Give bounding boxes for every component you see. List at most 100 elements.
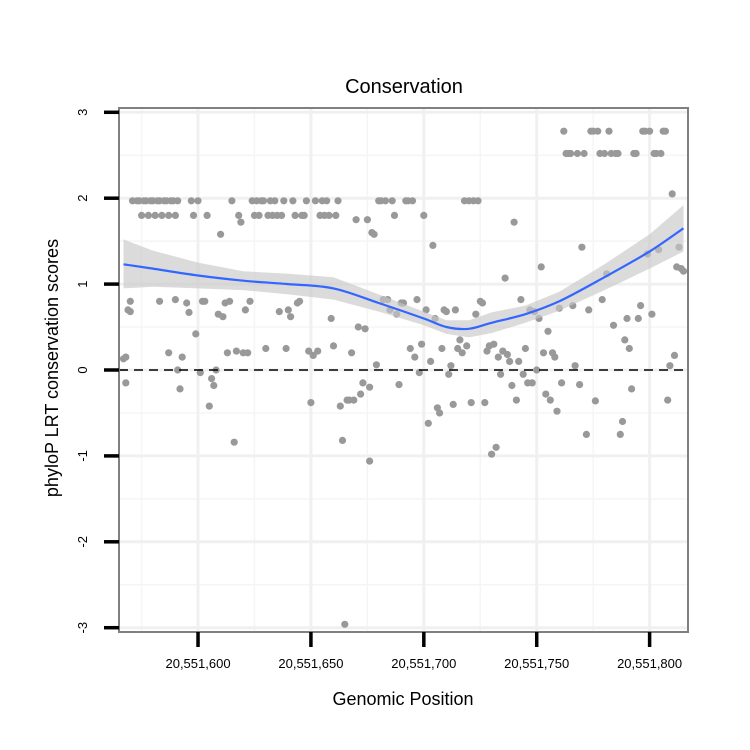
data-point — [634, 314, 642, 323]
y-tick-label: -3 — [75, 622, 90, 634]
data-point — [291, 211, 299, 219]
data-point — [438, 344, 446, 353]
data-point — [192, 330, 200, 338]
data-point — [454, 344, 462, 353]
data-point — [178, 353, 186, 361]
data-point — [542, 390, 550, 398]
data-point — [210, 381, 218, 390]
x-tick-label: 20,551,800 — [617, 656, 682, 671]
chart-title: Conservation — [345, 76, 463, 98]
data-point — [567, 149, 575, 158]
data-point — [666, 362, 674, 370]
data-point — [350, 396, 358, 404]
x-tick-label: 20,551,650 — [278, 656, 343, 671]
data-point — [323, 197, 331, 205]
data-point — [503, 350, 511, 359]
data-point — [275, 308, 283, 316]
data-point — [366, 457, 374, 465]
data-point — [122, 353, 130, 361]
data-point — [223, 349, 231, 357]
data-point — [429, 241, 437, 249]
data-point — [187, 197, 195, 205]
plot-panel: 20,551,600 20,551,650 20,551,700 20,551,750… — [75, 107, 689, 671]
data-point — [363, 216, 371, 224]
points — [119, 127, 688, 628]
data-point — [420, 211, 428, 219]
data-point — [488, 450, 496, 458]
data-point — [670, 351, 679, 359]
data-point — [235, 211, 243, 219]
data-point — [582, 430, 591, 438]
data-point — [598, 296, 606, 304]
data-point — [395, 381, 403, 389]
data-point — [632, 149, 640, 158]
data-point — [171, 296, 179, 304]
data-point — [445, 370, 453, 378]
data-point — [621, 336, 629, 344]
y-tick-label: 3 — [75, 109, 90, 116]
data-point — [244, 349, 252, 357]
data-point — [637, 302, 645, 310]
data-point — [309, 351, 317, 359]
data-point — [451, 306, 459, 314]
data-point — [311, 197, 319, 205]
data-point — [271, 197, 279, 205]
data-point — [174, 366, 182, 374]
data-point — [456, 336, 464, 344]
data-point — [408, 197, 417, 205]
data-point — [442, 308, 450, 316]
data-point — [497, 370, 505, 378]
data-point — [189, 211, 198, 219]
data-point — [609, 321, 618, 329]
data-point — [280, 197, 288, 205]
data-point — [533, 366, 541, 374]
data-point — [553, 407, 561, 415]
data-point — [158, 211, 166, 219]
data-point — [481, 399, 489, 407]
data-point — [165, 349, 173, 357]
data-point — [628, 385, 636, 393]
data-point — [573, 149, 582, 158]
data-point — [618, 417, 627, 426]
data-point — [372, 361, 380, 369]
data-point — [307, 399, 315, 407]
data-point — [546, 396, 554, 404]
data-point — [519, 370, 527, 378]
data-point — [174, 197, 182, 205]
data-point — [427, 357, 435, 365]
data-point — [411, 353, 419, 361]
data-point — [381, 197, 389, 205]
data-point — [418, 340, 426, 348]
x-tick-label: 20,551,600 — [165, 656, 230, 671]
y-tick-label: -2 — [75, 536, 90, 548]
data-point — [467, 399, 475, 407]
data-point — [594, 127, 602, 135]
data-point — [126, 297, 134, 305]
data-point — [571, 362, 579, 370]
data-point — [390, 211, 399, 219]
data-point — [357, 390, 365, 398]
data-point — [679, 267, 688, 275]
data-point — [478, 299, 487, 307]
data-point — [183, 299, 191, 307]
data-point — [122, 379, 130, 387]
data-point — [521, 344, 530, 353]
data-point — [284, 306, 292, 314]
data-point — [203, 211, 211, 219]
data-point — [474, 197, 482, 205]
data-point — [625, 344, 633, 353]
data-point — [336, 402, 344, 410]
data-point — [614, 149, 622, 158]
data-point — [232, 347, 240, 355]
data-point — [406, 344, 414, 353]
data-point — [228, 197, 236, 205]
data-point — [506, 357, 514, 365]
data-point — [359, 379, 367, 387]
data-point — [219, 313, 227, 321]
data-point — [282, 344, 290, 353]
data-point — [205, 402, 213, 410]
data-point — [494, 353, 502, 361]
data-point — [201, 297, 209, 305]
data-point — [646, 127, 654, 135]
data-point — [296, 297, 304, 305]
